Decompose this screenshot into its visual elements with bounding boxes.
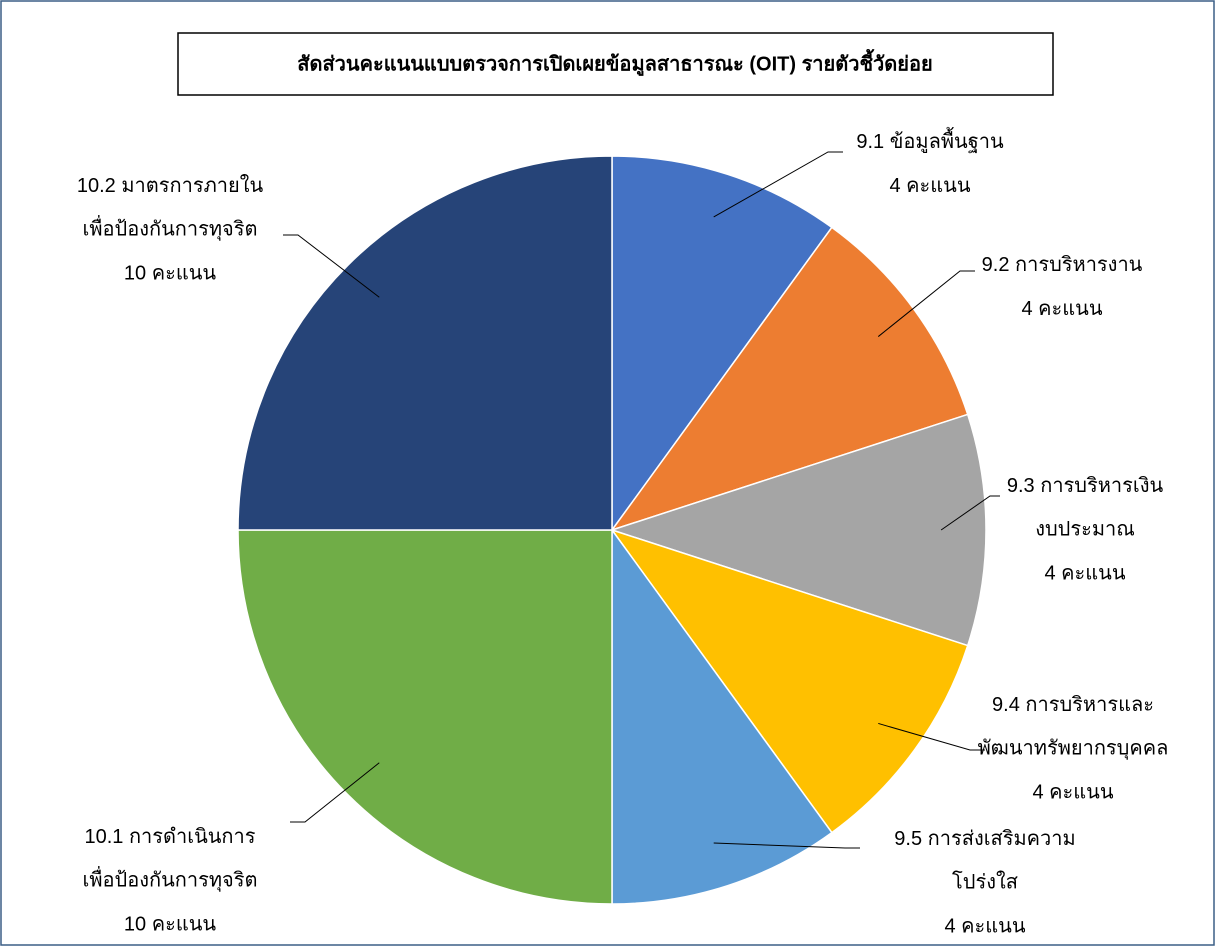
pie-slice [611,155,833,533]
value-label: 10 คะแนน [124,913,216,935]
pie-slice [610,528,969,834]
category-label: 9.3 การบริหารเงินงบประมาณ [1007,475,1164,541]
leader-line [290,762,380,823]
leader-line [283,234,380,298]
value-label: 4 คะแนน [889,175,970,197]
pie-slice [609,413,987,647]
pie-slice [237,529,613,905]
chart-title: สัดส่วนคะแนนแบบตรวจการเปิดเผยข้อมูลสาธาร… [297,48,932,77]
leader-line [713,151,843,218]
value-label: 10 คะแนน [124,262,216,284]
value-label: 4 คะแนน [944,915,1025,937]
value-label: 4 คะแนน [1021,298,1102,320]
value-label: 4 คะแนน [1032,781,1113,803]
leader-line [878,722,985,751]
category-label: 9.4 การบริหารและพัฒนาทรัพยากรบุคคล [978,694,1169,761]
leader-line [940,495,1000,531]
pie-slice [611,527,833,905]
category-label: 9.2 การบริหารงาน [982,254,1143,276]
title-box [177,32,1054,96]
category-label: 10.2 มาตรการภายในเพื่อป้องกันการทุจริต [77,174,264,242]
pie-slice [610,226,969,532]
category-label: 10.1 การดำเนินการเพื่อป้องกันการทุจริต [83,826,258,893]
category-label: 9.1 ข้อมูลพื้นฐาน [856,127,1004,154]
category-label: 9.5 การส่งเสริมความโปร่งใส [894,828,1075,894]
pie-slice [237,155,613,531]
leader-line [713,842,860,849]
leader-line [877,270,975,337]
value-label: 4 คะแนน [1044,562,1125,584]
